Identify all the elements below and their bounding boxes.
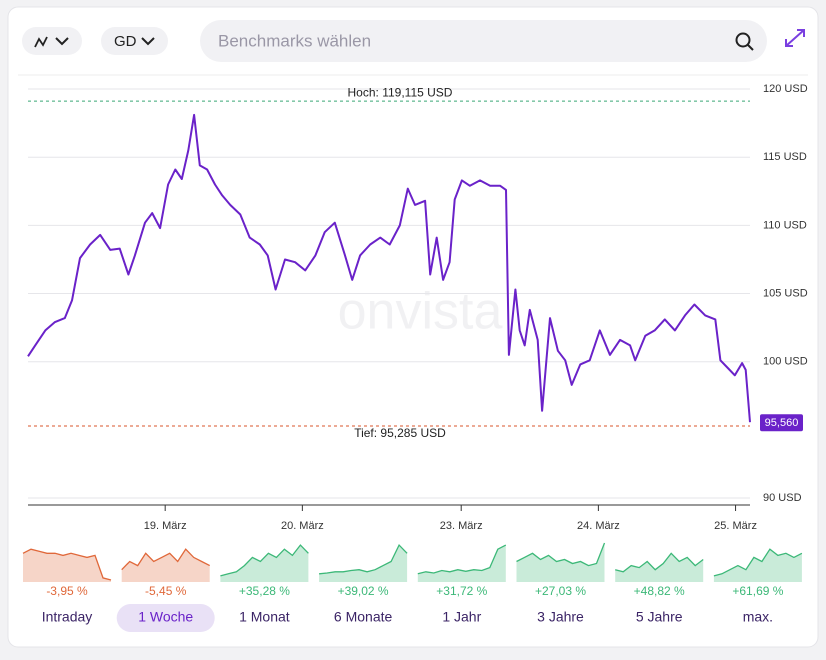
benchmark-search[interactable]: Benchmarks wählen xyxy=(200,20,767,62)
last-value-badge xyxy=(760,414,803,432)
range-dropdown[interactable]: GD xyxy=(101,27,168,55)
period-label[interactable]: 6 Monate xyxy=(334,609,393,625)
sparkline xyxy=(713,548,803,577)
y-tick-label: 120 USD xyxy=(763,83,808,95)
search-placeholder: Benchmarks wählen xyxy=(218,31,371,50)
period-change: +35,28 % xyxy=(239,584,290,598)
price-line xyxy=(27,113,751,423)
high-label: Hoch: 119,115 USD xyxy=(348,85,453,99)
selected-pill xyxy=(116,604,215,632)
period-change: +48,82 % xyxy=(634,584,685,598)
x-tick-label: 23. März xyxy=(440,520,483,532)
period-label[interactable]: max. xyxy=(743,609,773,625)
y-tick-label: 90 USD xyxy=(763,492,802,504)
x-tick-label: 20. März xyxy=(281,520,324,532)
period-label[interactable]: 3 Jahre xyxy=(537,609,584,625)
range-label: GD xyxy=(114,33,137,50)
sparkline-area xyxy=(319,545,408,582)
expand-button[interactable] xyxy=(785,29,805,47)
low-label: Tief: 95,285 USD xyxy=(354,426,446,440)
period-change: -5,45 % xyxy=(145,584,187,598)
y-tick-label: 105 USD xyxy=(763,287,808,299)
sparkline xyxy=(22,548,112,581)
sparkline xyxy=(319,543,408,575)
y-tick-label: 115 USD xyxy=(763,151,807,163)
period-change: +61,69 % xyxy=(732,584,783,598)
sparkline xyxy=(220,544,309,577)
sparkline-area xyxy=(417,545,506,582)
period-label[interactable]: 1 Woche xyxy=(138,609,193,625)
x-tick-label: 24. März xyxy=(577,520,620,532)
sparkline xyxy=(417,544,507,575)
period-change: +27,03 % xyxy=(535,584,586,598)
plot: 90 USD 100 USD 105 USD 110 USD 115 USD 120 US… xyxy=(27,83,808,532)
period-change: -3,95 % xyxy=(46,584,88,598)
period-label[interactable]: Intraday xyxy=(42,609,93,625)
y-tick-label: 100 USD xyxy=(763,356,808,368)
sparkline-area xyxy=(220,545,309,582)
sparkline xyxy=(121,548,210,571)
period-selector: -3,95 % Intraday -5,45 % 1 Woche +35,28 % 1 M… xyxy=(22,542,803,632)
sparkline xyxy=(615,552,704,573)
watermark: onvista xyxy=(338,283,503,341)
period-label[interactable]: 1 Monat xyxy=(239,609,290,625)
period-change: +31,72 % xyxy=(436,584,487,598)
x-tick-label: 19. März xyxy=(144,520,187,532)
sparkline xyxy=(516,542,606,567)
period-change: +39,02 % xyxy=(338,584,389,598)
card xyxy=(7,6,819,648)
x-tick-label: 25. März xyxy=(714,520,757,532)
y-tick-label: 110 USD xyxy=(763,219,807,231)
period-label[interactable]: 5 Jahre xyxy=(636,609,683,625)
sparkline-area xyxy=(516,543,605,582)
last-value-label: 95,560 xyxy=(765,417,799,429)
period-label[interactable]: 1 Jahr xyxy=(442,609,481,625)
chart-type-button[interactable] xyxy=(22,27,82,55)
sparkline-area xyxy=(615,553,704,582)
sparkline-area xyxy=(713,549,802,582)
